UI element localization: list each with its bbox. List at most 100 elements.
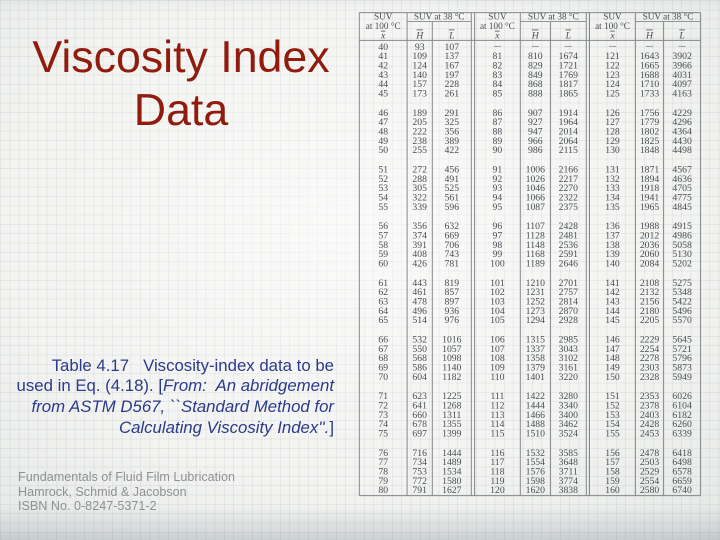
svg-text:3524: 3524 bbox=[559, 428, 579, 439]
svg-text:426: 426 bbox=[412, 259, 427, 270]
svg-text:5130: 5130 bbox=[672, 249, 692, 260]
svg-text:84: 84 bbox=[493, 79, 503, 90]
svg-text:136: 136 bbox=[605, 221, 620, 232]
svg-text:2217: 2217 bbox=[559, 174, 579, 185]
svg-text:716: 716 bbox=[412, 448, 427, 459]
svg-text:6498: 6498 bbox=[672, 457, 692, 468]
svg-text:153: 153 bbox=[605, 410, 620, 421]
svg-text:461: 461 bbox=[412, 287, 427, 298]
svg-text:2580: 2580 bbox=[640, 485, 660, 496]
svg-text:947: 947 bbox=[528, 127, 543, 138]
svg-text:88: 88 bbox=[493, 127, 503, 138]
svg-text:4986: 4986 bbox=[672, 231, 692, 242]
svg-text:1941: 1941 bbox=[640, 193, 660, 204]
svg-text:121: 121 bbox=[605, 51, 620, 62]
svg-text:2428: 2428 bbox=[559, 221, 579, 232]
svg-text:5721: 5721 bbox=[672, 344, 692, 355]
svg-text:109: 109 bbox=[412, 51, 427, 62]
svg-text:116: 116 bbox=[490, 448, 504, 459]
svg-text:849: 849 bbox=[528, 70, 543, 81]
svg-text:339: 339 bbox=[412, 202, 427, 213]
svg-text:1182: 1182 bbox=[442, 372, 461, 383]
svg-text:152: 152 bbox=[605, 401, 620, 412]
svg-text:927: 927 bbox=[528, 117, 543, 128]
svg-text:106: 106 bbox=[490, 335, 505, 346]
svg-text:137: 137 bbox=[605, 231, 620, 242]
svg-text:60: 60 bbox=[378, 259, 388, 270]
svg-text:391: 391 bbox=[412, 240, 427, 251]
svg-text:1294: 1294 bbox=[526, 315, 546, 326]
svg-text:143: 143 bbox=[605, 297, 620, 308]
svg-text:68: 68 bbox=[378, 353, 388, 364]
svg-text:2481: 2481 bbox=[559, 231, 579, 242]
svg-text:443: 443 bbox=[412, 278, 427, 289]
svg-text:1444: 1444 bbox=[526, 401, 546, 412]
svg-text:125: 125 bbox=[605, 89, 620, 100]
svg-text:561: 561 bbox=[445, 193, 460, 204]
svg-text:810: 810 bbox=[528, 51, 543, 62]
svg-text:1848: 1848 bbox=[640, 145, 660, 156]
svg-text:124: 124 bbox=[605, 79, 620, 90]
svg-text:158: 158 bbox=[605, 466, 620, 477]
svg-text:596: 596 bbox=[445, 202, 460, 213]
svg-text:128: 128 bbox=[605, 127, 620, 138]
svg-text:62: 62 bbox=[378, 287, 388, 298]
svg-text:888: 888 bbox=[528, 89, 543, 100]
svg-text:146: 146 bbox=[605, 335, 620, 346]
svg-text:75: 75 bbox=[378, 428, 388, 439]
svg-text:586: 586 bbox=[412, 363, 427, 374]
svg-text:x: x bbox=[494, 30, 500, 41]
svg-text:5796: 5796 bbox=[672, 353, 692, 364]
svg-text:141: 141 bbox=[605, 278, 620, 289]
svg-text:2270: 2270 bbox=[559, 183, 579, 194]
svg-text:2554: 2554 bbox=[640, 476, 660, 487]
svg-text:1189: 1189 bbox=[526, 259, 545, 270]
svg-text:907: 907 bbox=[528, 108, 543, 119]
svg-text:4845: 4845 bbox=[672, 202, 692, 213]
svg-text:3902: 3902 bbox=[672, 51, 692, 62]
svg-text:4636: 4636 bbox=[672, 174, 692, 185]
svg-text:107: 107 bbox=[490, 344, 505, 355]
svg-text:868: 868 bbox=[528, 79, 543, 90]
svg-text:54: 54 bbox=[378, 193, 388, 204]
svg-text:76: 76 bbox=[378, 448, 388, 459]
svg-text:1046: 1046 bbox=[526, 183, 546, 194]
svg-text:734: 734 bbox=[412, 457, 427, 468]
svg-text:2108: 2108 bbox=[640, 278, 660, 289]
svg-text:1627: 1627 bbox=[442, 485, 462, 496]
svg-text:90: 90 bbox=[493, 145, 503, 156]
svg-text:3711: 3711 bbox=[559, 466, 578, 477]
svg-text:1098: 1098 bbox=[442, 353, 462, 364]
svg-text:43: 43 bbox=[378, 70, 388, 81]
svg-text:222: 222 bbox=[412, 127, 427, 138]
svg-text:66: 66 bbox=[378, 335, 388, 346]
svg-text:156: 156 bbox=[605, 448, 620, 459]
svg-text:1988: 1988 bbox=[640, 221, 660, 232]
svg-text:65: 65 bbox=[378, 315, 388, 326]
svg-text:1148: 1148 bbox=[526, 240, 545, 251]
svg-text:73: 73 bbox=[378, 410, 388, 421]
svg-text:2132: 2132 bbox=[640, 287, 660, 298]
svg-text:113: 113 bbox=[490, 410, 504, 421]
svg-text:1576: 1576 bbox=[526, 466, 546, 477]
svg-text:1554: 1554 bbox=[526, 457, 546, 468]
svg-text:at 100 °C: at 100 °C bbox=[595, 21, 630, 31]
svg-text:4915: 4915 bbox=[672, 221, 692, 232]
svg-text:272: 272 bbox=[412, 165, 427, 176]
svg-text:678: 678 bbox=[412, 419, 427, 430]
svg-text:2646: 2646 bbox=[559, 259, 579, 270]
svg-text:69: 69 bbox=[378, 363, 388, 374]
svg-text:1168: 1168 bbox=[526, 249, 545, 260]
svg-text:2084: 2084 bbox=[640, 259, 660, 270]
svg-text:2012: 2012 bbox=[640, 231, 660, 242]
svg-text:1871: 1871 bbox=[640, 165, 660, 176]
svg-text:129: 129 bbox=[605, 136, 620, 147]
svg-text:108: 108 bbox=[490, 353, 505, 364]
svg-text:H: H bbox=[645, 30, 654, 41]
svg-text:85: 85 bbox=[493, 89, 503, 100]
svg-text:408: 408 bbox=[412, 249, 427, 260]
svg-text:1225: 1225 bbox=[442, 391, 462, 402]
svg-text:1087: 1087 bbox=[526, 202, 546, 213]
svg-text:109: 109 bbox=[490, 363, 505, 374]
svg-text:52: 52 bbox=[378, 174, 388, 185]
